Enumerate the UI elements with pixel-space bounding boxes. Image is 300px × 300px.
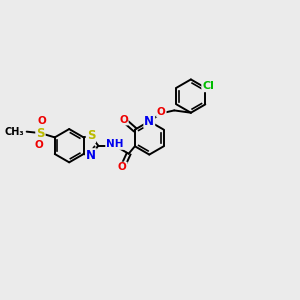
Text: O: O: [119, 115, 128, 124]
Text: O: O: [34, 140, 43, 150]
Text: N: N: [144, 115, 154, 128]
Text: N: N: [86, 149, 96, 162]
Text: CH₃: CH₃: [5, 127, 24, 136]
Text: O: O: [38, 116, 46, 126]
Text: Cl: Cl: [202, 81, 214, 91]
Text: S: S: [36, 127, 45, 140]
Text: O: O: [157, 106, 166, 117]
Text: S: S: [87, 129, 95, 142]
Text: NH: NH: [106, 139, 124, 149]
Text: O: O: [118, 163, 127, 172]
